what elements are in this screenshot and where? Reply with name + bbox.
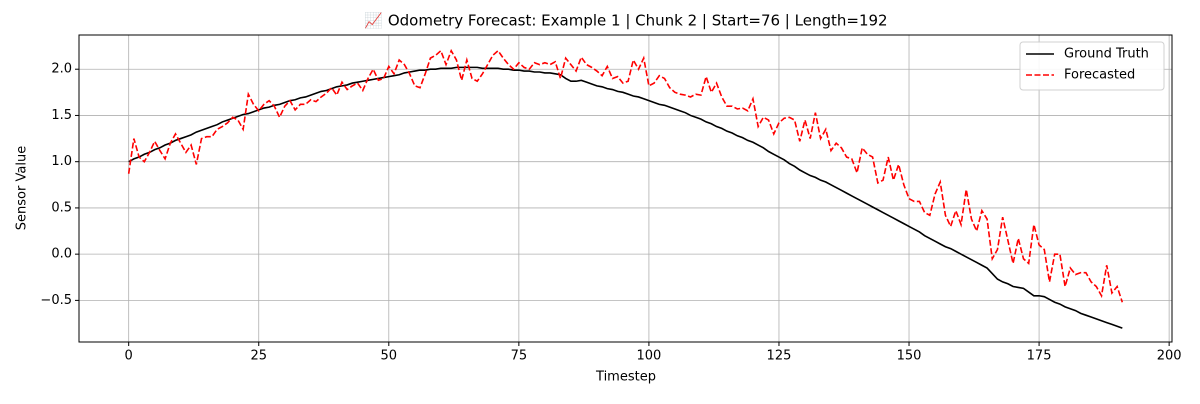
x-tick-label: 100 [636, 349, 661, 364]
y-tick-label: 2.0 [51, 62, 72, 77]
x-tick-label: 125 [767, 349, 792, 364]
plot-frame [78, 34, 1173, 343]
x-tick-label: 0 [125, 349, 133, 364]
legend: Ground Truth Forecasted [1019, 41, 1165, 91]
x-tick-label: 150 [897, 349, 922, 364]
x-tick-label: 50 [381, 349, 398, 364]
y-tick-label: 0.5 [51, 200, 72, 215]
legend-label: Ground Truth [1064, 47, 1149, 62]
legend-label: Forecasted [1064, 68, 1135, 83]
x-tick-label: 25 [250, 349, 267, 364]
data-line [128, 66, 1123, 329]
x-tick-label: 75 [511, 349, 528, 364]
x-tick-label: 200 [1157, 349, 1182, 364]
y-tick-label: −0.5 [40, 293, 72, 308]
y-tick-label: 1.0 [51, 154, 72, 169]
y-axis-label: Sensor Value [15, 146, 30, 230]
data-line [127, 48, 1124, 303]
legend-box [1019, 41, 1165, 91]
chart-title: 📈 Odometry Forecast: Example 1 | Chunk 2… [364, 12, 887, 30]
y-tick-label: 1.5 [51, 108, 72, 123]
x-tick-label: 175 [1027, 349, 1052, 364]
x-axis-label: Timestep [595, 370, 656, 385]
y-tick-label: 0.0 [51, 247, 72, 262]
